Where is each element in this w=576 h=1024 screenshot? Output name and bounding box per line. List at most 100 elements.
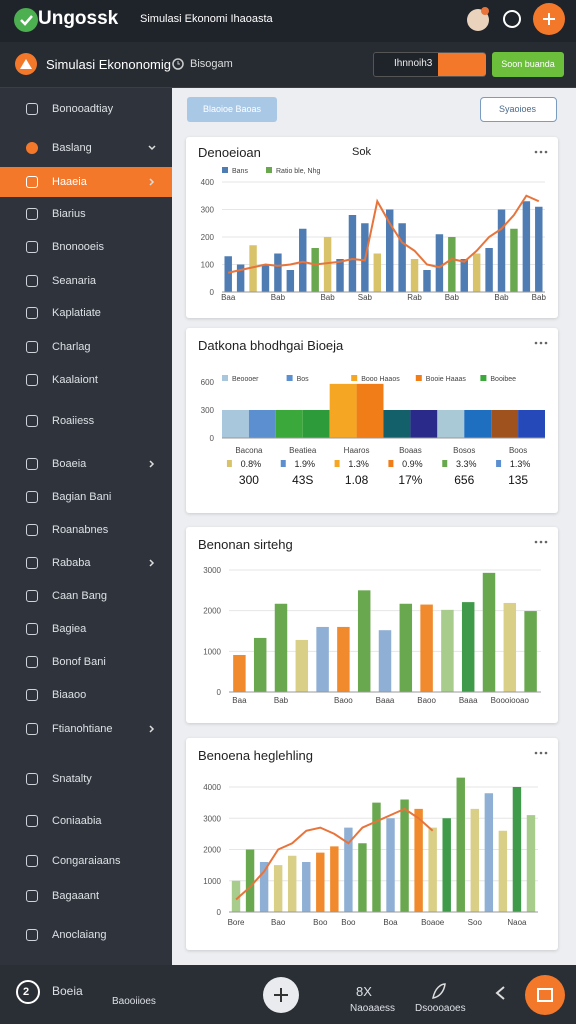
bar (302, 410, 330, 438)
sidebar-item[interactable]: Congaraiaans (0, 846, 172, 876)
sidebar-item[interactable]: Kaplatiate (0, 298, 172, 328)
icon (26, 103, 38, 115)
menu-dot[interactable] (544, 540, 548, 544)
legend-label: Booo Haaos (361, 376, 400, 383)
sidebar-label: Boaeia (52, 458, 87, 470)
bar (524, 611, 537, 692)
sidebar-item[interactable]: Bnonooeis (0, 232, 172, 262)
icon (26, 723, 38, 735)
sidebar-item[interactable]: Roaiiess (0, 406, 172, 436)
menu-dot[interactable] (544, 150, 548, 154)
tab-label[interactable]: Dsoooaoes (415, 1003, 466, 1014)
sidebar-item[interactable]: Bonooadtiay (0, 94, 172, 124)
secondary-label: Syaoioes (499, 104, 537, 114)
table-swatch (226, 460, 232, 467)
table-name: Bosos (453, 446, 475, 455)
action-button[interactable]: Soon buanda (492, 52, 564, 77)
sidebar-label: Bagian Bani (52, 491, 112, 503)
select-button[interactable]: Ihnnoih3 (373, 52, 486, 77)
sidebar-item[interactable]: Biaaoo (0, 680, 172, 710)
bar (261, 264, 270, 292)
sidebar-item[interactable]: Baslang (0, 133, 172, 163)
menu-dot[interactable] (539, 751, 543, 755)
table-value: 300 (239, 473, 259, 487)
sidebar-item[interactable]: Caan Bang (0, 581, 172, 611)
sidebar-item[interactable]: Kaalaiont (0, 365, 172, 395)
x-tick-label: Boo (313, 918, 328, 927)
bar (385, 209, 394, 292)
bar (460, 259, 468, 292)
sidebar-item[interactable]: Bagian Bani (0, 482, 172, 512)
chevron-path (149, 559, 155, 567)
sidebar-item[interactable]: Rababa (0, 548, 172, 578)
sidebar-item[interactable]: Bonof Bani (0, 647, 172, 677)
menu-dot[interactable] (544, 341, 548, 345)
table-swatch (496, 460, 502, 467)
bar (248, 410, 276, 438)
table-name: Bacona (235, 446, 263, 455)
x-tick-label: Bab (274, 696, 289, 705)
sidebar-label: Haaeia (52, 176, 87, 188)
panel: Denoeioan Sok 0 100 200 300 400 Baa Bab Bab Sab Rab… (186, 137, 558, 318)
sidebar-item[interactable]: Bagiea (0, 614, 172, 644)
menu-dot[interactable] (544, 751, 548, 755)
menu-dot[interactable] (534, 150, 538, 154)
bar (299, 228, 307, 292)
sidebar-item[interactable]: Charlag (0, 332, 172, 362)
bar (224, 256, 232, 292)
sidebar-item[interactable]: Ftianohtiane (0, 714, 172, 744)
y-tick-label: 600 (201, 378, 215, 387)
bar (295, 639, 309, 692)
legend-label: Bos (297, 376, 310, 383)
table-name: Beatiea (289, 446, 317, 455)
bar (482, 572, 496, 692)
y-tick-label: 1000 (203, 647, 221, 656)
bar (484, 793, 494, 912)
tab-label[interactable]: Naoaaess (350, 1003, 396, 1014)
bar (357, 590, 371, 692)
bar (372, 802, 381, 912)
x-tick-label: Bab (271, 293, 286, 302)
sidebar-item[interactable]: Roanabnes (0, 515, 172, 545)
table-swatch (388, 460, 394, 467)
sidebar-label: Seanaria (52, 275, 97, 287)
x-tick-label: Bab (445, 293, 460, 302)
bar (275, 410, 303, 438)
legend-swatch (286, 375, 293, 381)
y-tick-label: 3000 (203, 566, 221, 575)
legend-swatch (480, 375, 487, 381)
menu-dot[interactable] (534, 341, 538, 345)
primary-button[interactable]: Blaoioe Baoas (187, 97, 277, 122)
bar (259, 862, 269, 912)
menu-dot[interactable] (539, 341, 543, 345)
secondary-button[interactable]: Syaoioes (480, 97, 557, 122)
bar (231, 880, 241, 912)
menu-dot[interactable] (539, 540, 543, 544)
sidebar-item[interactable]: Seanaria (0, 266, 172, 296)
sidebar-item[interactable]: Haaeia (0, 167, 172, 197)
sidebar-item[interactable]: Bagaaant (0, 881, 172, 911)
menu-dot[interactable] (534, 540, 538, 544)
sidebar-item[interactable]: Boaeia (0, 449, 172, 479)
sidebar-item[interactable]: Anoclaiang (0, 920, 172, 950)
icon (26, 341, 38, 353)
bar (420, 604, 433, 692)
icon (26, 815, 38, 827)
table-swatch (280, 460, 286, 467)
x-tick-label: Baa (221, 293, 236, 302)
y-tick-label: 3000 (203, 814, 221, 823)
menu-dot[interactable] (534, 751, 538, 755)
bar (485, 248, 493, 292)
toolbar: Simulasi Ekononomig Bisogam Ihnnoih3 Soo… (0, 42, 576, 88)
bar (274, 603, 288, 692)
footer: 2 Boeia Baooiioes 8X Naoaaess Dsoooaoes (0, 965, 576, 1024)
menu-dot[interactable] (539, 150, 543, 154)
bar (323, 237, 332, 292)
footer-label[interactable]: Baooiioes (112, 996, 156, 1007)
bar (510, 228, 518, 292)
sidebar-item[interactable]: Coniaabia (0, 806, 172, 836)
sidebar-label: Bonooadtiay (52, 103, 114, 115)
sidebar-label: Rababa (52, 557, 91, 569)
sidebar-item[interactable]: Biarius (0, 199, 172, 229)
sidebar-item[interactable]: Snatalty (0, 764, 172, 794)
